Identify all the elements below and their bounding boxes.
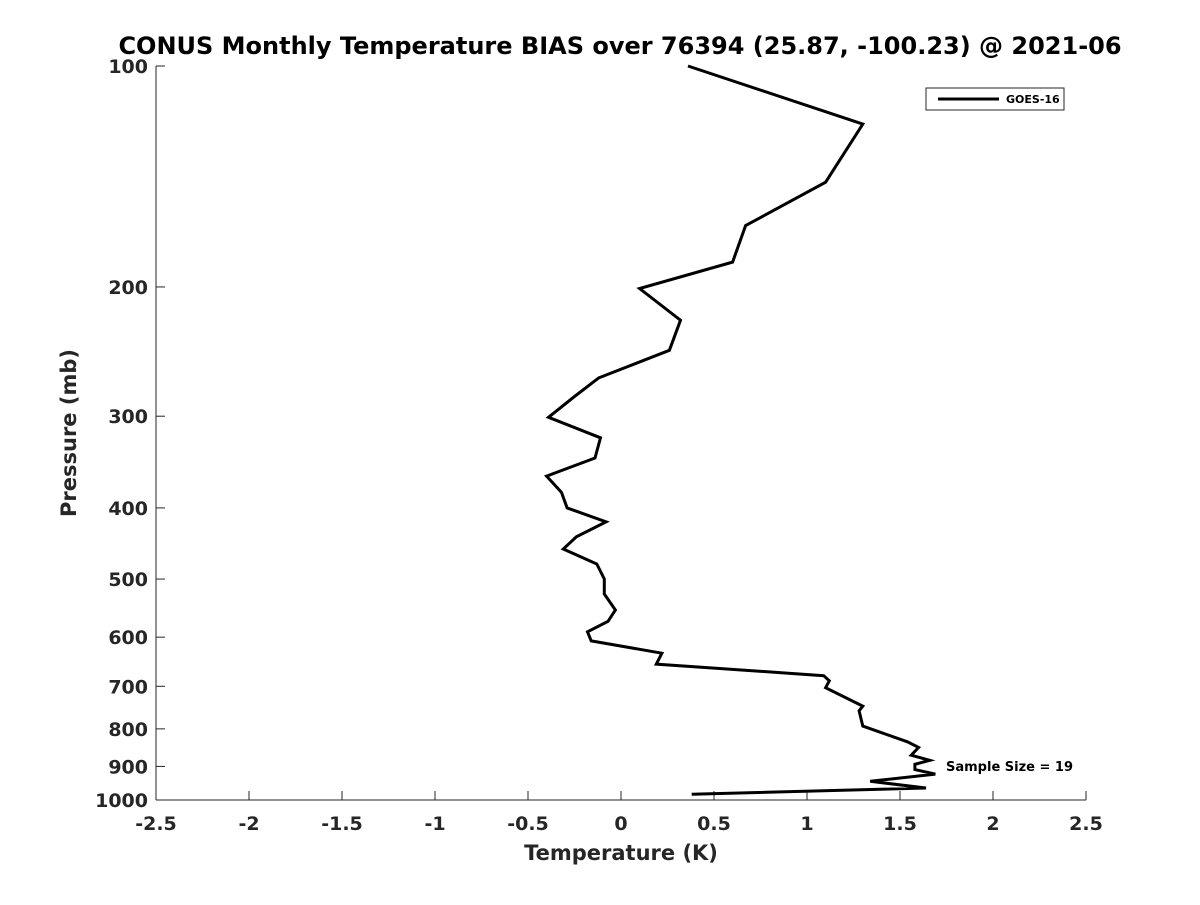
y-tick-label: 400 (108, 498, 148, 520)
series-layer (543, 64, 936, 796)
x-tick-label: -2.5 (135, 813, 177, 835)
y-tick-label: 300 (108, 406, 148, 428)
x-tick-label: -0.5 (507, 813, 549, 835)
x-tick-label: 0.5 (697, 813, 731, 835)
x-tick-label: 1.5 (883, 813, 917, 835)
x-tick-label: 0 (614, 813, 627, 835)
y-tick-label: 500 (108, 569, 148, 591)
y-tick-label: 200 (108, 277, 148, 299)
legend: GOES-16 (925, 87, 1065, 111)
series-line-goes16 (543, 64, 936, 796)
y-tick-label: 900 (108, 756, 148, 778)
y-tick-label: 100 (108, 56, 148, 78)
y-tick-label: 800 (108, 719, 148, 741)
y-tick-label: 1000 (95, 790, 148, 812)
x-tick-label: -2 (238, 813, 259, 835)
x-axis-ticks: -2.5 -2 -1.5 -1 -0.5 0 0.5 1 1.5 2 2.5 (135, 791, 1103, 835)
sample-size-annotation: Sample Size = 19 (946, 760, 1073, 775)
y-axis-label: Pressure (mb) (57, 349, 81, 517)
x-tick-label: 1 (800, 813, 813, 835)
y-tick-label: 700 (108, 676, 148, 698)
x-tick-label: -1 (424, 813, 445, 835)
x-tick-label: 2.5 (1069, 813, 1103, 835)
y-axis-ticks: 100 200 300 400 500 600 700 800 900 1000 (95, 56, 165, 812)
x-tick-label: -1.5 (321, 813, 363, 835)
legend-entry-goes16: GOES-16 (1006, 93, 1060, 106)
x-axis-label: Temperature (K) (524, 841, 718, 865)
x-tick-label: 2 (986, 813, 999, 835)
y-tick-label: 600 (108, 627, 148, 649)
chart-title: CONUS Monthly Temperature BIAS over 7639… (118, 32, 1121, 60)
